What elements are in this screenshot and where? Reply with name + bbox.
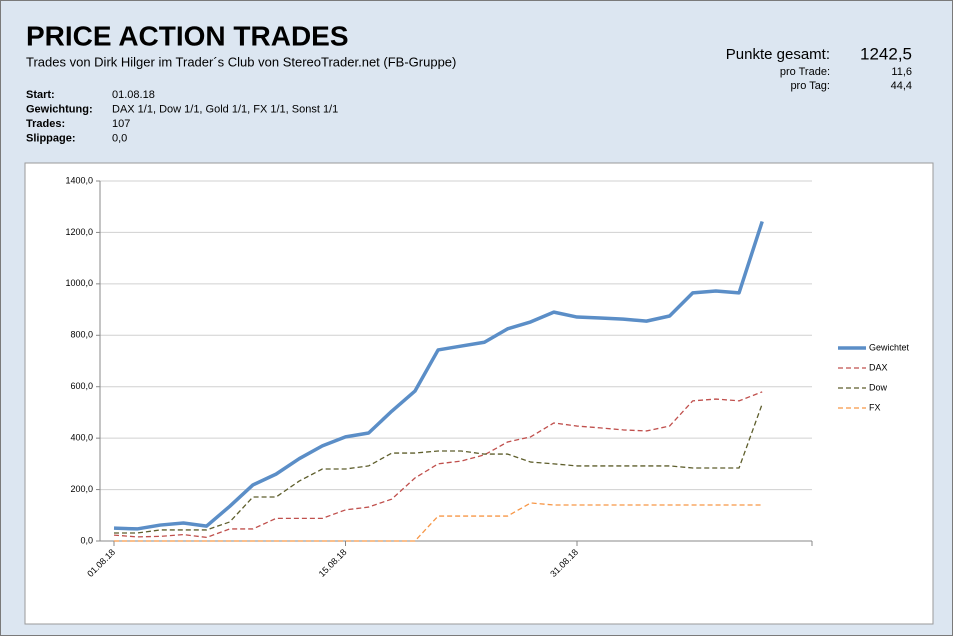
info-label: Gewichtung: [26,103,93,115]
legend-label: FX [869,402,881,412]
series-line [114,403,763,534]
y-tick-label: 200,0 [70,484,93,494]
info-label: Slippage: [26,132,76,144]
summary-label: pro Trade: [780,66,830,78]
summary-value: 11,6 [891,66,912,78]
info-value: 01.08.18 [112,89,155,101]
y-tick-label: 400,0 [70,433,93,443]
summary-value: 44,4 [891,80,912,92]
info-label: Start: [26,89,55,101]
subtitle: Trades von Dirk Hilger im Trader´s Club … [26,54,456,69]
info-value: DAX 1/1, Dow 1/1, Gold 1/1, FX 1/1, Sons… [112,103,338,115]
info-label: Trades: [26,118,65,130]
y-tick-label: 1400,0 [65,175,93,185]
legend-label: Dow [869,382,888,392]
summary-value: 1242,5 [860,44,912,63]
chart-frame [24,162,934,625]
series-line [113,391,763,539]
y-tick-label: 600,0 [70,381,93,391]
summary-label: Punkte gesamt: [726,46,830,63]
y-tick-label: 1200,0 [65,227,93,237]
series-line [113,220,764,531]
series-line [114,502,763,542]
y-tick-label: 1000,0 [65,278,93,288]
info-value: 0,0 [112,132,127,144]
y-tick-label: 800,0 [70,330,93,340]
info-value: 107 [112,118,130,130]
title: PRICE ACTION TRADES [26,20,349,51]
summary-label: pro Tag: [790,80,830,92]
y-tick-label: 0,0 [80,535,93,545]
legend-label: Gewichtet [869,342,910,352]
legend-label: DAX [869,362,888,372]
